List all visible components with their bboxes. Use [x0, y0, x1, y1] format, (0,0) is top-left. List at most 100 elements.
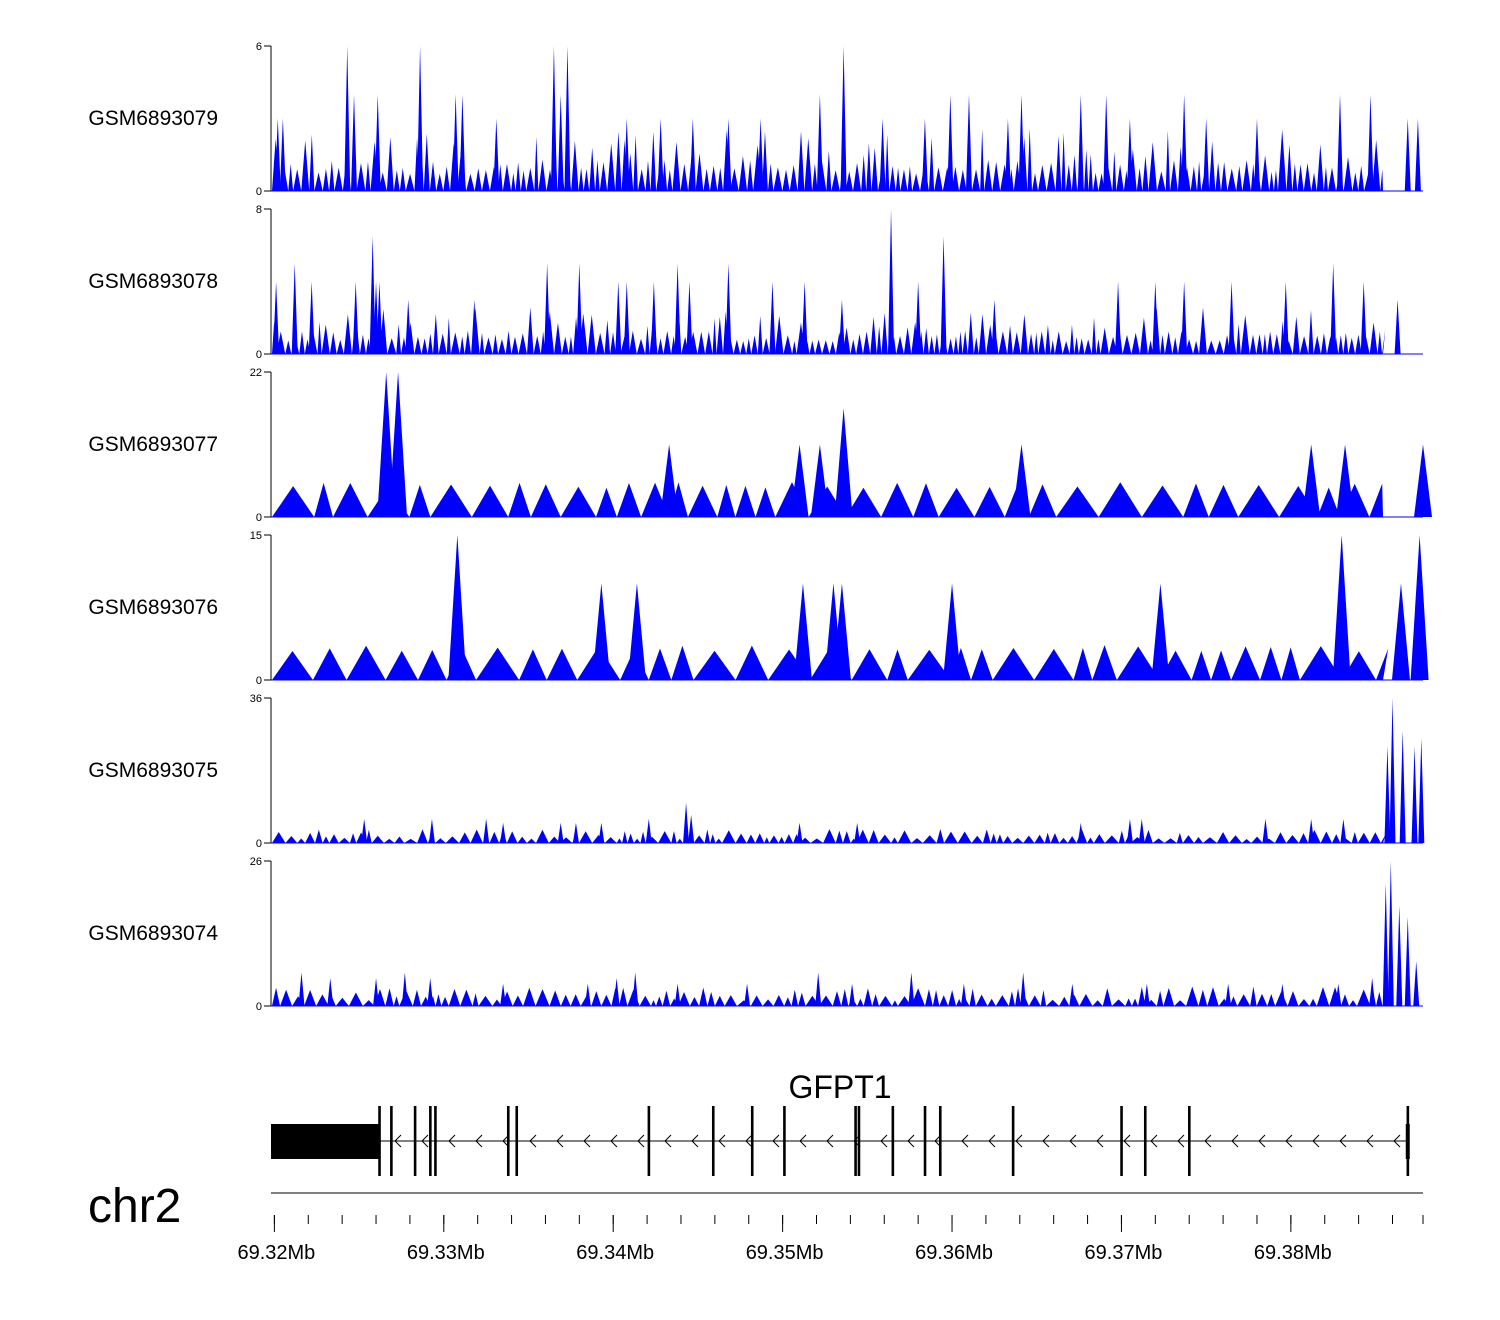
track-label: GSM6893076	[88, 596, 218, 619]
signal-background	[271, 828, 1423, 843]
signal-peak	[688, 814, 695, 843]
gene-exon-mark	[711, 1106, 715, 1176]
signal-peak	[369, 236, 376, 354]
coverage-tracks: GSM689307960GSM689307880GSM6893077220GSM…	[88, 41, 1432, 1013]
signal-peak	[940, 236, 947, 354]
signal-peak	[298, 972, 305, 1006]
gene-exon-mark	[506, 1106, 510, 1176]
signal-peak	[1414, 444, 1432, 517]
axis-tick-label: 69.35Mb	[746, 1242, 824, 1264]
signal-peak	[273, 989, 280, 1006]
signal-peak	[1282, 281, 1289, 354]
signal-peak	[1138, 818, 1145, 843]
strand-arrow	[718, 1134, 726, 1148]
strand-arrow	[880, 1134, 888, 1148]
strand-arrow	[1393, 1134, 1401, 1148]
signal-peak	[1012, 444, 1031, 517]
track-label: GSM6893077	[88, 433, 218, 456]
track-label: GSM6893074	[88, 922, 218, 945]
track-gsm6893076: GSM6893076 15 0	[88, 530, 1429, 687]
signal-peak	[1077, 94, 1084, 191]
signal-peak	[417, 46, 424, 191]
strand-arrow	[529, 1134, 537, 1148]
signal-peak	[960, 983, 967, 1006]
signal-peak	[452, 94, 459, 191]
signal-peak	[344, 46, 351, 191]
signal-peak	[1330, 263, 1337, 354]
signal-peak	[291, 263, 298, 354]
signal-peak	[1151, 583, 1170, 680]
signal-peak	[401, 972, 408, 1006]
signal-peak	[657, 118, 664, 191]
signal-peak	[1384, 746, 1391, 843]
track-gsm6893079: GSM6893079 6 0	[88, 41, 1423, 198]
signal-peak	[1382, 883, 1389, 1006]
strand-arrow	[475, 1134, 483, 1148]
signal-peak	[744, 983, 751, 1006]
signal-peak	[428, 818, 435, 843]
signal-peak	[838, 299, 845, 354]
y-axis-min-label: 0	[256, 1001, 262, 1013]
y-axis-min-label: 0	[256, 838, 262, 850]
signal-peak	[757, 118, 764, 191]
gene-exon-mark	[854, 1106, 857, 1176]
strand-arrow	[988, 1134, 996, 1148]
signal-peak	[623, 281, 630, 354]
signal-peak	[1404, 916, 1411, 1006]
signal-peak	[1069, 983, 1076, 1006]
signal-peak	[1020, 972, 1027, 1006]
track-gsm6893074: GSM6893074 26 0	[88, 856, 1423, 1013]
signal-peak	[645, 818, 652, 843]
gene-exon-mark	[857, 1106, 861, 1176]
signal-peak	[598, 822, 605, 843]
track-gsm6893077: GSM6893077 22 0	[88, 367, 1432, 524]
strand-arrow	[1177, 1134, 1185, 1148]
signal-peak	[1411, 746, 1418, 843]
gene-exon-mark	[429, 1106, 432, 1176]
signal-peak	[459, 94, 466, 191]
signal-peak	[965, 94, 972, 191]
signal-peak	[1336, 444, 1355, 517]
strand-arrow	[1258, 1134, 1266, 1148]
signal-peak	[389, 372, 408, 517]
gene-exon-mark	[1143, 1106, 1147, 1176]
signal-peak	[801, 281, 808, 354]
signal-peak	[921, 118, 928, 191]
signal-peak	[725, 263, 732, 354]
signal-peak	[840, 46, 847, 191]
axis-tick-label: 69.38Mb	[1254, 1242, 1332, 1264]
gene-track: GFPT1	[271, 1069, 1410, 1176]
signal-peak	[550, 46, 557, 191]
signal-peak	[1413, 961, 1420, 1006]
gene-exon-mark	[1405, 1124, 1410, 1159]
signal-peak	[493, 118, 500, 191]
signal-peak	[1340, 818, 1347, 843]
strand-arrow	[1339, 1134, 1347, 1148]
strand-arrow	[421, 1134, 429, 1148]
signal-background	[271, 986, 1423, 1006]
track-label: GSM6893078	[88, 270, 218, 293]
track-label: GSM6893079	[88, 107, 218, 130]
signal-peak	[377, 372, 396, 517]
signal-peak	[725, 118, 732, 191]
signal-peak	[1077, 822, 1084, 843]
axis-tick-label: 69.34Mb	[576, 1242, 654, 1264]
strand-arrow	[961, 1134, 969, 1148]
strand-arrow	[502, 1134, 510, 1148]
signal-peak	[1181, 94, 1188, 191]
gene-utr-block	[271, 1124, 380, 1159]
signal-peak	[1262, 818, 1269, 843]
gene-exon-mark	[891, 1106, 895, 1176]
strand-arrow	[907, 1134, 915, 1148]
y-axis-max-label: 22	[250, 367, 262, 379]
strand-arrow	[691, 1134, 699, 1148]
gene-exon-mark	[378, 1106, 381, 1176]
track-label: GSM6893075	[88, 759, 218, 782]
signal-peak	[1253, 118, 1260, 191]
gene-exon-mark	[1188, 1106, 1191, 1176]
signal-peak	[1126, 818, 1133, 843]
signal-peak	[1115, 281, 1122, 354]
strand-arrow	[637, 1134, 645, 1148]
gene-name-label: GFPT1	[788, 1069, 891, 1105]
y-axis-max-label: 36	[250, 693, 262, 705]
